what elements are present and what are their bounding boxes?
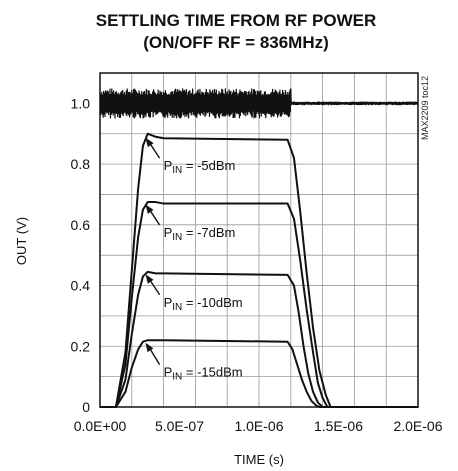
series-line-1 (100, 132, 418, 408)
x-tick-label: 1.5E-06 (314, 418, 363, 434)
annotation-arrow-head (145, 342, 154, 353)
series-line-4 (100, 339, 418, 408)
annotation-label-main: P (164, 158, 173, 173)
annotation-label-subscript: IN (172, 232, 182, 243)
x-tick-label: 0.0E+00 (74, 418, 127, 434)
annotation-label-value: = -10dBm (182, 295, 242, 310)
y-tick-label: 0 (82, 399, 90, 415)
annotation-label-subscript: IN (172, 302, 182, 313)
series-line-2 (100, 201, 418, 408)
y-axis-label: OUT (V) (14, 217, 29, 265)
annotation-arrow-head (145, 204, 154, 214)
grid (100, 73, 418, 407)
annotation-label: PIN = -5dBm (164, 158, 236, 176)
y-tick-label: 0.6 (71, 217, 91, 233)
plot-frame (99, 72, 419, 408)
annotation-label-subscript: IN (172, 372, 182, 383)
series-layer (100, 132, 418, 408)
chart-title-line-2: (ON/OFF RF = 836MHz) (143, 33, 329, 52)
annotation-label: PIN = -10dBm (164, 295, 243, 313)
annotation-label-value: = -5dBm (182, 158, 235, 173)
side-note: MAX2209 toc12 (420, 76, 430, 140)
y-tick-label: 0.4 (71, 278, 91, 294)
x-tick-label: 5.0E-07 (155, 418, 204, 434)
y-tick-label: 1.0 (71, 95, 91, 111)
x-tick-label: 1.0E-06 (234, 418, 283, 434)
y-tick-label: 0.8 (71, 156, 91, 172)
x-tick-label: 2.0E-06 (393, 418, 442, 434)
annotation-label-value: = -7dBm (182, 225, 235, 240)
annotation-label-main: P (164, 365, 173, 380)
annotation-label-value: = -15dBm (182, 365, 242, 380)
annotation-label: PIN = -15dBm (164, 365, 243, 383)
annotation-arrow-head (145, 137, 154, 148)
series-line-3 (100, 270, 418, 408)
y-tick-label: 0.2 (71, 338, 91, 354)
rf-signal-trace (99, 88, 419, 119)
annotation-arrow-head (145, 274, 154, 284)
annotation-label-subscript: IN (172, 165, 182, 176)
chart-title-line-1: SETTLING TIME FROM RF POWER (96, 11, 376, 30)
x-axis-label: TIME (s) (234, 452, 284, 467)
annotation-label-main: P (164, 295, 173, 310)
annotation-label: PIN = -7dBm (164, 225, 236, 243)
tick-labels: 0.0E+00 5.0E-07 1.0E-06 1.5E-06 2.0E-06 0 0.2 0… (71, 95, 443, 434)
rf-signal (99, 88, 419, 119)
annotation-label-main: P (164, 225, 173, 240)
